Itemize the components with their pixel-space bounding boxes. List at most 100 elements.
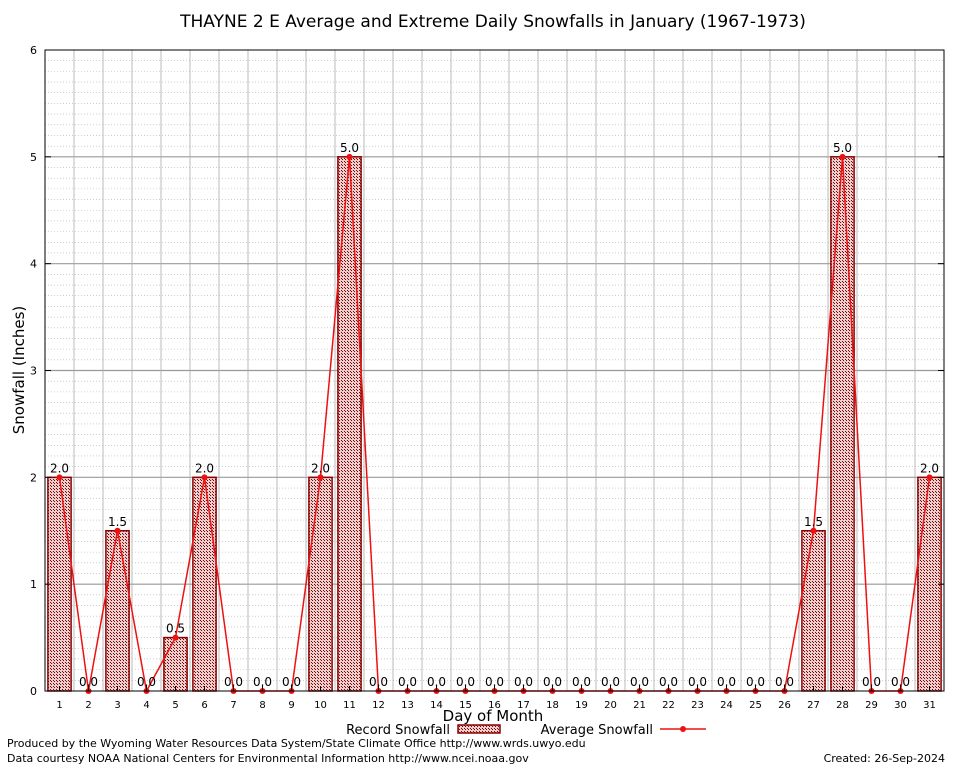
y-tick-label: 5 [30, 151, 37, 164]
x-tick-label: 22 [662, 700, 675, 711]
data-label: 0.0 [253, 675, 272, 689]
chart-title: THAYNE 2 E Average and Extreme Daily Sno… [179, 12, 806, 32]
y-tick-label: 2 [30, 471, 37, 484]
x-tick-label: 17 [517, 700, 530, 711]
data-label: 0.0 [688, 675, 707, 689]
data-label: 0.0 [398, 675, 417, 689]
data-label: 2.0 [50, 461, 69, 475]
x-tick-label: 1 [56, 700, 62, 711]
x-tick-label: 5 [172, 700, 178, 711]
x-tick-label: 30 [894, 700, 907, 711]
footer-created: Created: 26-Sep-2024 [823, 752, 945, 765]
average-point [56, 474, 63, 481]
x-tick-label: 19 [575, 700, 588, 711]
data-label: 0.0 [775, 675, 794, 689]
record-bar [105, 530, 130, 692]
x-tick-label: 10 [314, 700, 327, 711]
x-tick-label: 20 [604, 700, 617, 711]
y-axis-label: Snowfall (Inches) [10, 306, 28, 434]
footer-producer: Produced by the Wyoming Water Resources … [7, 737, 586, 750]
x-tick-label: 8 [259, 700, 265, 711]
data-label: 0.0 [137, 675, 156, 689]
data-label: 0.0 [862, 675, 881, 689]
data-label: 0.0 [891, 675, 910, 689]
record-bar [801, 530, 826, 692]
record-bar [308, 476, 333, 692]
data-label: 0.0 [369, 675, 388, 689]
data-label: 0.0 [601, 675, 620, 689]
legend: Record Snowfall Average Snowfall [346, 723, 706, 738]
x-tick-label: 29 [865, 700, 878, 711]
data-label: 0.0 [79, 675, 98, 689]
data-label: 5.0 [340, 141, 359, 155]
record-bar [192, 476, 217, 692]
legend-average-marker [680, 726, 686, 732]
x-tick-label: 13 [401, 700, 414, 711]
data-label: 2.0 [920, 461, 939, 475]
data-label: 1.5 [804, 515, 823, 529]
average-point [317, 474, 324, 481]
x-tick-label: 12 [372, 700, 385, 711]
data-label: 2.0 [195, 461, 214, 475]
average-point [926, 474, 933, 481]
x-tick-label: 21 [633, 700, 646, 711]
x-tick-label: 16 [488, 700, 501, 711]
x-tick-label: 24 [720, 700, 733, 711]
data-label: 0.0 [630, 675, 649, 689]
average-point [201, 474, 208, 481]
x-tick-label: 23 [691, 700, 704, 711]
x-tick-label: 31 [923, 700, 936, 711]
x-tick-label: 11 [343, 700, 356, 711]
data-label: 0.0 [456, 675, 475, 689]
x-tick-label: 28 [836, 700, 849, 711]
average-point [114, 527, 121, 534]
x-tick-label: 18 [546, 700, 559, 711]
average-point [810, 527, 817, 534]
x-tick-label: 4 [143, 700, 149, 711]
x-tick-label: 6 [201, 700, 207, 711]
data-label: 0.0 [282, 675, 301, 689]
record-bar [830, 156, 855, 692]
data-label: 0.0 [746, 675, 765, 689]
y-tick-label: 3 [30, 365, 37, 378]
legend-record-label: Record Snowfall [346, 723, 450, 738]
footer-courtesy: Data courtesy NOAA National Centers for … [7, 752, 529, 765]
y-tick-label: 1 [30, 578, 37, 591]
data-label: 0.0 [514, 675, 533, 689]
data-label: 2.0 [311, 461, 330, 475]
data-label: 0.0 [659, 675, 678, 689]
x-tick-label: 26 [778, 700, 791, 711]
data-label: 0.0 [224, 675, 243, 689]
record-bar [917, 476, 942, 692]
data-label: 1.5 [108, 515, 127, 529]
x-tick-label: 14 [430, 700, 443, 711]
average-point [839, 153, 846, 160]
x-tick-label: 25 [749, 700, 762, 711]
y-tick-label: 0 [30, 685, 37, 698]
x-tick-label: 2 [85, 700, 91, 711]
data-label: 0.0 [717, 675, 736, 689]
data-label: 0.0 [427, 675, 446, 689]
data-labels: 2.0 0.0 1.5 0.0 0.5 2.0 0.0 0.0 0.0 2.0 5.0 0.0 0.0 0… [50, 141, 939, 689]
data-label: 5.0 [833, 141, 852, 155]
data-label: 0.0 [543, 675, 562, 689]
average-point [172, 634, 179, 641]
x-tick-label: 7 [230, 700, 236, 711]
data-label: 0.5 [166, 622, 185, 636]
x-tick-label: 9 [288, 700, 294, 711]
record-bar [337, 156, 362, 692]
y-tick-label: 6 [30, 44, 37, 57]
legend-record-swatch [457, 724, 501, 734]
x-axis-label: Day of Month [443, 707, 544, 725]
record-bar [163, 636, 188, 692]
x-tick-label: 3 [114, 700, 120, 711]
x-tick-label: 15 [459, 700, 472, 711]
data-label: 0.0 [485, 675, 504, 689]
data-label: 0.0 [572, 675, 591, 689]
legend-average-label: Average Snowfall [541, 723, 653, 738]
record-bar [47, 476, 72, 692]
average-point [346, 153, 353, 160]
y-tick-label: 4 [30, 258, 37, 271]
